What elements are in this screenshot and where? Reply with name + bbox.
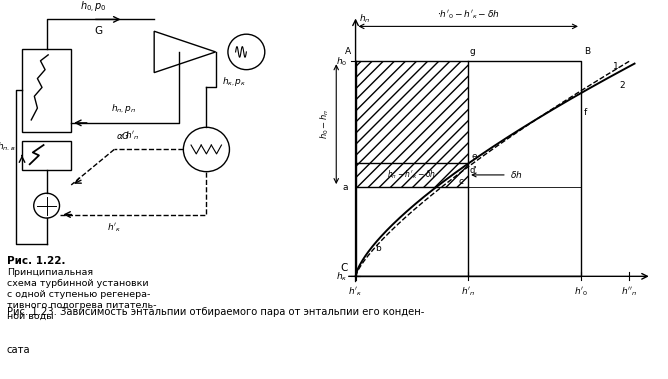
Text: тивного подогрева питатель-: тивного подогрева питатель- — [7, 301, 156, 310]
Text: $h_{\kappa,}p_\kappa$: $h_{\kappa,}p_\kappa$ — [222, 75, 246, 88]
Text: $h_{0,}p_0$: $h_{0,}p_0$ — [79, 0, 106, 15]
Text: $h'_0$: $h'_0$ — [574, 286, 588, 298]
Text: Рис. 1.23. Зависимость энтальпии отбираемого пара от энтальпии его конден-: Рис. 1.23. Зависимость энтальпии отбирае… — [7, 307, 424, 317]
Text: $\delta h$: $\delta h$ — [510, 169, 522, 180]
Text: $h_\kappa$: $h_\kappa$ — [336, 270, 347, 283]
Text: g: g — [470, 47, 476, 56]
Text: e: e — [472, 152, 477, 161]
Text: с одной ступенью регенера-: с одной ступенью регенера- — [7, 290, 150, 299]
Text: A: A — [345, 47, 351, 56]
Text: $h'_п$: $h'_п$ — [461, 286, 476, 298]
Text: $h_{п,}p_п$: $h_{п,}p_п$ — [111, 103, 136, 116]
Text: $h_{п.в}$: $h_{п.в}$ — [0, 140, 16, 153]
Text: $h_0-h_п$: $h_0-h_п$ — [319, 109, 331, 139]
Bar — [355, 163, 468, 187]
Bar — [22, 141, 71, 170]
Text: $h_п-h'_\kappa-\delta h$: $h_п-h'_\kappa-\delta h$ — [387, 169, 436, 181]
Text: сата: сата — [7, 345, 30, 355]
Text: $h_0$: $h_0$ — [336, 55, 347, 67]
Text: c: c — [458, 177, 464, 186]
Text: $\alpha G$: $\alpha G$ — [116, 130, 131, 141]
Text: 2: 2 — [619, 81, 625, 90]
Text: d': d' — [470, 166, 478, 174]
Text: $h'_\kappa$: $h'_\kappa$ — [107, 222, 122, 234]
Text: f: f — [584, 108, 587, 117]
Text: B: B — [584, 47, 591, 56]
Text: $h'_п$: $h'_п$ — [126, 130, 140, 142]
Bar — [22, 49, 71, 132]
Text: 1: 1 — [613, 63, 619, 71]
Bar — [355, 61, 468, 163]
Text: C: C — [340, 263, 347, 273]
Text: G: G — [95, 26, 103, 36]
Text: Принципиальная: Принципиальная — [7, 268, 93, 277]
Text: Рис. 1.22.: Рис. 1.22. — [7, 256, 65, 266]
Text: $h''_п$: $h''_п$ — [621, 286, 637, 298]
Text: b: b — [375, 244, 381, 253]
Text: ной воды: ной воды — [7, 312, 53, 321]
Text: $\cdot h'_0-h'_\kappa-\delta h$: $\cdot h'_0-h'_\kappa-\delta h$ — [437, 8, 500, 21]
Text: $h'_\kappa$: $h'_\kappa$ — [349, 286, 363, 298]
Text: a: a — [342, 183, 347, 191]
Text: $h_п$: $h_п$ — [359, 12, 370, 25]
Text: схема турбинной установки: схема турбинной установки — [7, 279, 148, 288]
